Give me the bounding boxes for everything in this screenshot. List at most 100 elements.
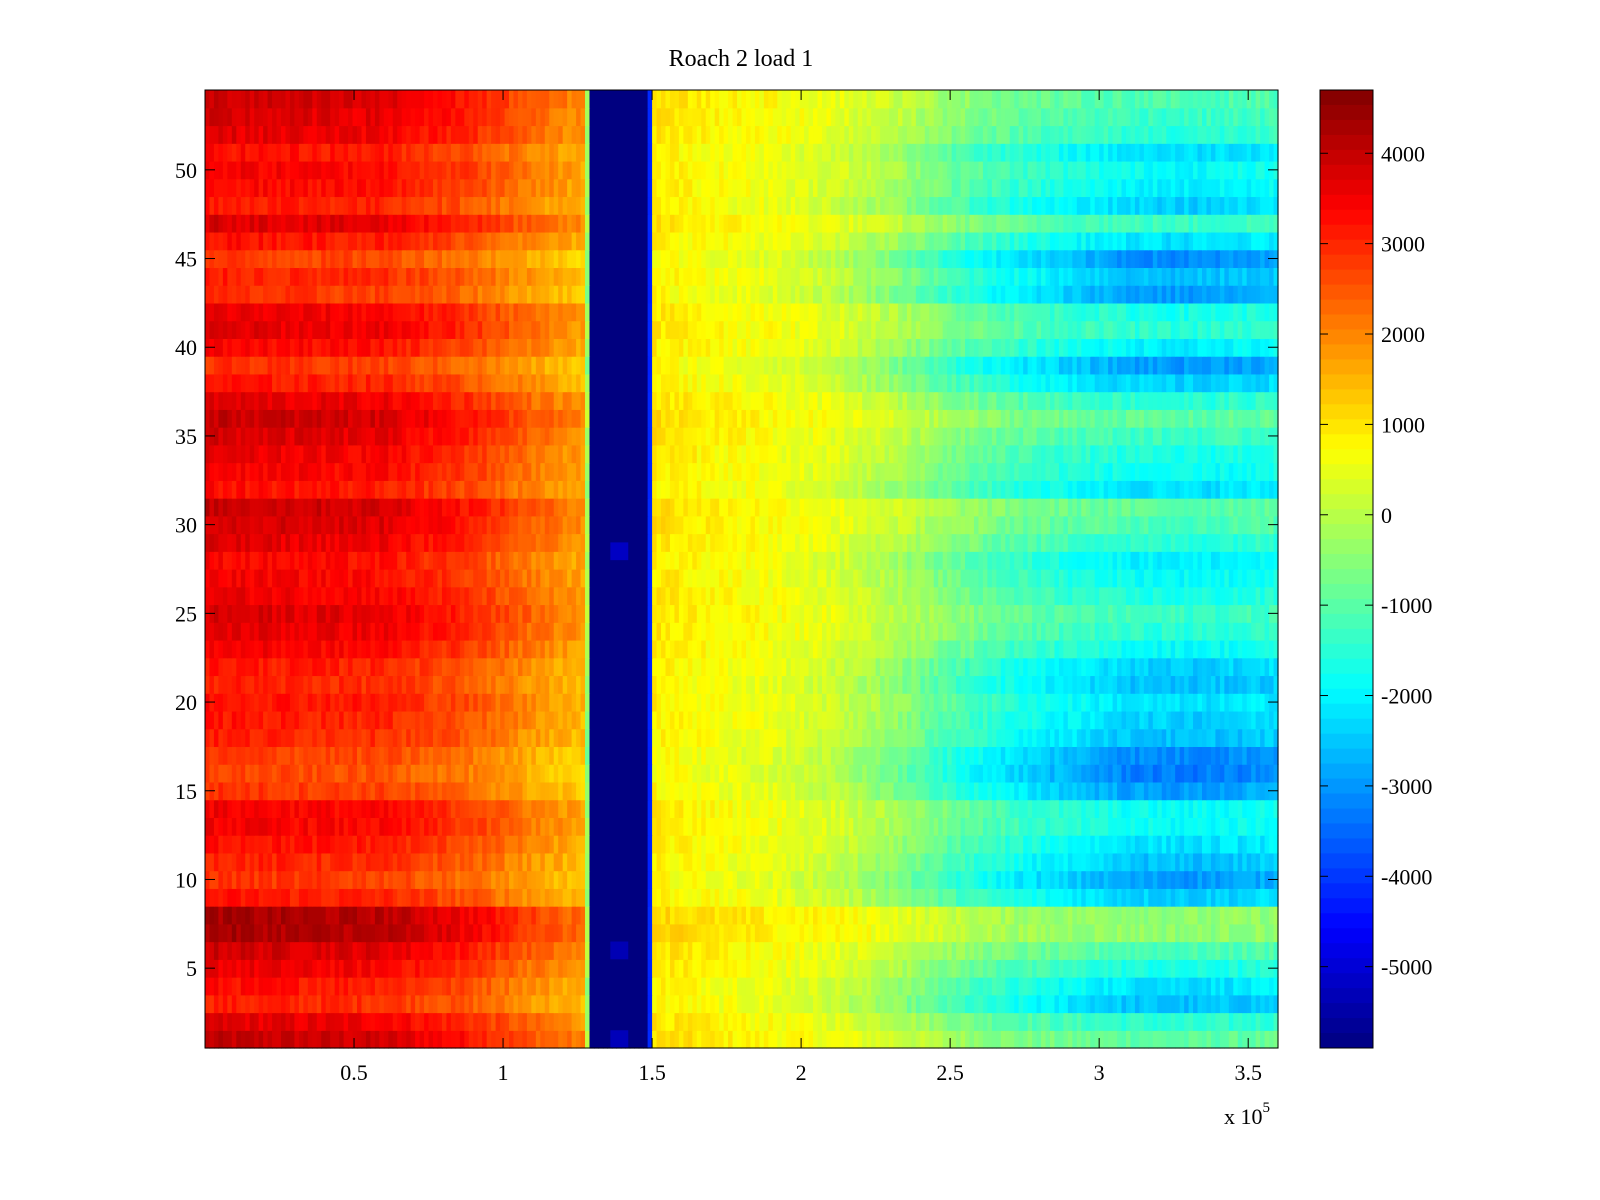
heatmap-cell [880,923,886,943]
heatmap-cell [687,994,693,1014]
heatmap-cell [352,764,358,783]
heatmap-cell [593,710,600,730]
heatmap-cell [428,994,434,1014]
heatmap-cell [875,799,881,818]
heatmap-cell [549,710,555,730]
heatmap-cell [1112,746,1118,765]
heatmap-cell [1018,835,1024,854]
heatmap-cell [839,817,845,836]
heatmap-cell [303,799,309,818]
heatmap-cell [1188,870,1194,889]
heatmap-cell [222,870,228,889]
heatmap-cell [839,870,845,889]
heatmap-cell [817,852,823,872]
heatmap-cell [853,693,859,712]
heatmap-cell [1242,994,1248,1014]
heatmap-cell [1032,1030,1038,1049]
heatmap-cell [1148,1030,1154,1049]
heatmap-cell [804,728,810,748]
heatmap-cell [777,888,783,907]
heatmap-cell [969,817,975,836]
heatmap-cell [973,870,980,889]
heatmap-cell [450,817,456,836]
heatmap-cell [491,959,497,978]
heatmap-cell [643,941,649,960]
heatmap-cell [1063,923,1069,943]
heatmap-cell [661,888,667,907]
heatmap-cell [1076,781,1082,801]
heatmap-cell [441,781,448,801]
heatmap-cell [942,764,948,783]
heatmap-cell [728,994,734,1014]
heatmap-cell [231,764,237,783]
heatmap-cell [1166,746,1172,765]
heatmap-cell [1072,1012,1078,1031]
heatmap-cell [687,781,693,801]
heatmap-cell [593,941,600,960]
heatmap-cell [965,994,971,1014]
heatmap-cell [607,835,613,854]
heatmap-cell [1009,799,1015,818]
heatmap-cell [786,764,792,783]
heatmap-cell [875,781,881,801]
heatmap-cell [567,746,573,765]
heatmap-cell [370,675,376,694]
heatmap-cell [687,977,693,996]
heatmap-cell [370,1012,376,1031]
heatmap-cell [227,710,233,730]
heatmap-cell [348,781,354,801]
heatmap-cell [464,994,470,1014]
heatmap-cell [737,870,743,889]
heatmap-cell [544,817,550,836]
heatmap-cell [441,906,448,925]
heatmap-cell [459,781,465,801]
heatmap-cell [893,888,899,907]
heatmap-cell [732,799,738,818]
heatmap-cell [1246,906,1252,925]
heatmap-cell [446,675,452,694]
heatmap-cell [790,977,796,996]
heatmap-cell [289,746,296,765]
heatmap-cell [370,781,376,801]
heatmap-cell [1112,994,1118,1014]
heatmap-cell [875,835,881,854]
heatmap-cell [450,852,456,872]
heatmap-cell [835,710,841,730]
heatmap-cell [263,817,269,836]
heatmap-cell [486,906,492,925]
heatmap-cell [924,710,930,730]
heatmap-cell [987,906,993,925]
heatmap-cell [638,728,644,748]
heatmap-cell [759,977,765,996]
heatmap-cell [312,764,318,783]
heatmap-cell [674,1030,680,1049]
heatmap-cell [205,888,211,907]
heatmap-cell [754,675,760,694]
heatmap-cell [956,852,962,872]
heatmap-cell [303,888,309,907]
heatmap-cell [804,710,810,730]
heatmap-cell [1125,994,1132,1014]
heatmap-cell [804,1030,810,1049]
heatmap-cell [1224,941,1230,960]
heatmap-cell [857,906,863,925]
heatmap-cell [482,870,488,889]
heatmap-cell [571,923,577,943]
heatmap-cell [719,1030,725,1049]
heatmap-cell [513,781,519,801]
heatmap-cell [1067,852,1073,872]
heatmap-cell [504,994,510,1014]
heatmap-cell [1076,870,1082,889]
heatmap-cell [1014,764,1020,783]
heatmap-cell [343,693,349,712]
heatmap-cell [938,1030,944,1049]
heatmap-cell [737,1012,743,1031]
heatmap-cell [1139,923,1145,943]
heatmap-cell [1134,923,1140,943]
heatmap-cell [267,835,273,854]
heatmap-cell [629,941,635,960]
heatmap-cell [956,764,962,783]
heatmap-cell [1117,799,1123,818]
heatmap-cell [942,852,948,872]
heatmap-cell [473,1030,479,1049]
